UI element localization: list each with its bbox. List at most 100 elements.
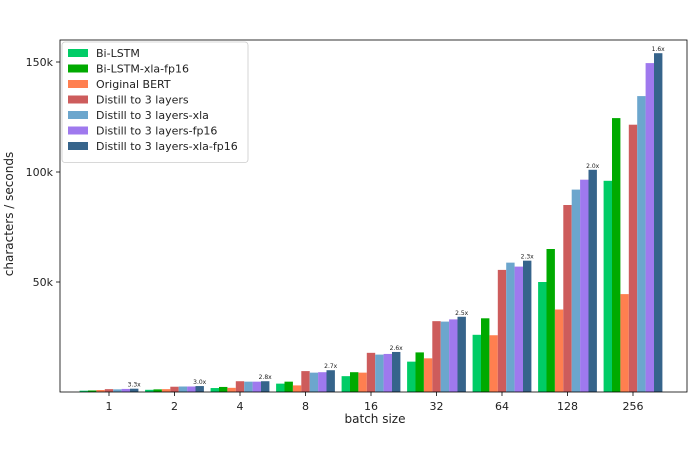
legend-item-1: Bi-LSTM-xla-fp16 — [68, 63, 189, 76]
x-tick-label-8: 8 — [302, 400, 309, 413]
legend-swatch-3 — [68, 95, 88, 104]
bar-256-5 — [645, 63, 654, 392]
bar-1-5 — [121, 388, 130, 392]
y-tick-label-100k: 100k — [26, 166, 54, 179]
speedup-label-64: 2.3x — [521, 254, 535, 261]
bar-16-2 — [358, 372, 367, 392]
y-axis-label: characters / seconds — [2, 152, 16, 276]
bar-1-3 — [104, 389, 114, 392]
bar-8-3 — [301, 371, 310, 392]
x-tick-label-4: 4 — [237, 400, 244, 413]
legend: Bi-LSTM Bi-LSTM-xla-fp16 Original BERT Dist… — [61, 41, 249, 163]
bar-16-1 — [350, 372, 359, 392]
bar-4-4 — [244, 381, 253, 392]
bar-64-4 — [506, 262, 515, 392]
series-5 — [121, 63, 654, 392]
bar-256-0 — [603, 180, 612, 392]
bar-64-0 — [472, 334, 481, 392]
bar-2-2 — [161, 389, 171, 392]
bar-32-5 — [449, 319, 458, 392]
bar-32-2 — [423, 358, 433, 392]
bar-8-5 — [318, 372, 327, 392]
bar-16-6 — [392, 351, 401, 392]
x-tick-label-16: 16 — [364, 400, 378, 413]
speedup-label-1: 3.3x — [128, 382, 142, 389]
x-tick-label-256: 256 — [623, 400, 644, 413]
bar-1-6 — [130, 388, 139, 392]
bar-4-1 — [219, 386, 228, 392]
bar-4-2 — [227, 387, 236, 392]
bar-2-4 — [178, 386, 188, 392]
legend-item-5: Distill to 3 layers-fp16 — [68, 125, 217, 138]
speedup-label-256: 1.6x — [652, 46, 666, 53]
legend-swatch-4 — [68, 111, 88, 119]
bar-64-3 — [497, 269, 507, 392]
legend-label-2: Original BERT — [96, 78, 171, 91]
legend-item-2: Original BERT — [68, 78, 171, 91]
bar-8-4 — [309, 372, 319, 392]
bar-16-3 — [366, 352, 376, 392]
bar-2-0 — [145, 389, 154, 392]
bar-8-0 — [276, 383, 285, 392]
series-1 — [88, 118, 621, 392]
bar-64-1 — [481, 318, 490, 392]
bar-32-0 — [407, 361, 416, 392]
legend-label-0: Bi-LSTM — [96, 47, 140, 60]
plot-frame — [59, 39, 688, 393]
bar-32-6 — [457, 316, 466, 392]
y-tick-label-150k: 150k — [26, 56, 54, 69]
legend-box — [61, 41, 249, 163]
legend-label-1: Bi-LSTM-xla-fp16 — [96, 63, 189, 76]
x-tick-label-64: 64 — [495, 400, 509, 413]
bar-4-5 — [252, 381, 261, 392]
bar-128-1 — [546, 249, 555, 392]
bar-1-1 — [88, 390, 97, 392]
bar-1-4 — [113, 389, 122, 392]
bar-16-4 — [375, 354, 384, 392]
bar-128-6 — [588, 169, 597, 392]
bar-2-5 — [187, 386, 196, 392]
bar-16-0 — [341, 376, 350, 392]
bar-4-0 — [210, 388, 219, 392]
y-tick-label-50k: 50k — [33, 276, 54, 289]
series-6 — [130, 53, 663, 392]
bar-32-3 — [432, 321, 441, 392]
bar-8-1 — [284, 381, 293, 392]
x-tick-label-32: 32 — [430, 400, 444, 413]
series-3 — [104, 124, 638, 392]
series-4 — [113, 96, 646, 392]
legend-swatch-0 — [68, 49, 88, 57]
bar-128-2 — [554, 309, 564, 392]
legend-label-4: Distill to 3 layers-xla — [96, 109, 209, 122]
bar-128-0 — [538, 282, 547, 392]
bar-4-6 — [261, 381, 270, 392]
x-tick-label-1: 1 — [106, 400, 113, 413]
legend-item-6: Distill to 3 layers-xla-fp16 — [68, 140, 238, 153]
legend-item-3: Distill to 3 layers — [68, 94, 189, 107]
bar-2-1 — [153, 389, 162, 392]
plot-area: 3.3x 3.0x 2.8x 2.7x 2.6x 2.5x 2.3x 2.0x 1.6x — [79, 46, 666, 392]
bar-1-0 — [79, 390, 88, 392]
axes: 1 2 4 8 16 32 64 128 256 50k 100k 150k — [26, 39, 688, 413]
bar-128-5 — [580, 179, 589, 392]
bar-8-2 — [292, 385, 302, 392]
bar-2-6 — [195, 386, 204, 392]
legend-label-5: Distill to 3 layers-fp16 — [96, 125, 217, 138]
legend-item-4: Distill to 3 layers-xla — [68, 109, 209, 122]
speedup-label-32: 2.5x — [455, 310, 469, 317]
speedup-label-4: 2.8x — [259, 374, 273, 381]
speedup-label-128: 2.0x — [586, 163, 600, 170]
legend-swatch-5 — [68, 126, 88, 135]
legend-swatch-6 — [68, 142, 88, 150]
bar-128-4 — [571, 189, 581, 392]
legend-swatch-2 — [68, 80, 88, 88]
legend-item-0: Bi-LSTM — [68, 47, 140, 60]
bar-32-4 — [440, 321, 450, 392]
bar-4-3 — [235, 381, 245, 392]
bar-16-5 — [383, 353, 392, 392]
speedup-label-2: 3.0x — [193, 379, 207, 386]
series-2 — [96, 294, 629, 392]
bar-256-2 — [620, 294, 629, 392]
legend-swatch-1 — [68, 64, 88, 73]
bar-256-4 — [637, 96, 646, 392]
